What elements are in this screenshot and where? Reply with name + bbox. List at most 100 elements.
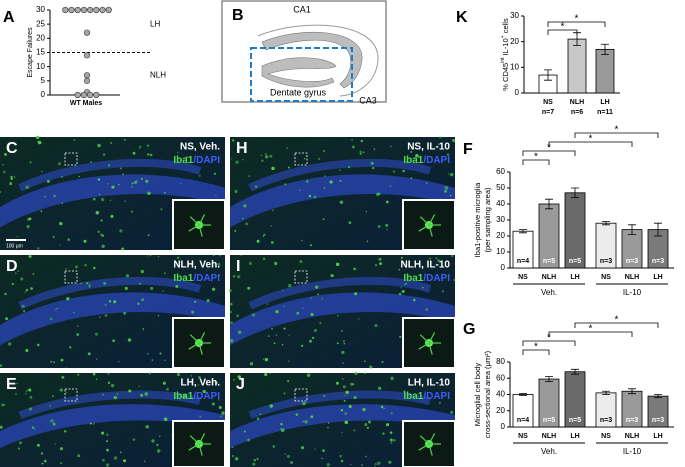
inset-process: [188, 443, 200, 451]
microglia-speck: [327, 422, 330, 424]
microglia-speck: [5, 317, 9, 321]
microglia-speck: [236, 314, 240, 318]
microglia-speck: [96, 378, 98, 381]
microglia-speck: [259, 413, 262, 416]
panel-letter: G: [463, 321, 475, 338]
stain-green: Iba1: [173, 273, 193, 284]
microglia-speck: [400, 286, 402, 289]
microglia-speck: [353, 429, 356, 432]
n-label: n=5: [543, 258, 555, 265]
microglia-speck: [412, 298, 416, 302]
microglia-speck: [25, 392, 27, 395]
microglia-speck: [116, 393, 119, 395]
microglia-speck: [340, 459, 344, 463]
stain-label: Iba1/DAPI: [403, 155, 450, 166]
significance-bracket: [548, 141, 633, 147]
microglia-speck: [149, 254, 152, 257]
n-label: n=3: [600, 258, 612, 265]
dentate-band: [18, 276, 202, 310]
microglia-speck: [212, 254, 215, 257]
error-bar: [545, 376, 553, 382]
significance-label: *: [589, 324, 593, 335]
y-tick-label: 10: [510, 62, 519, 71]
group-label: IL-10: [623, 288, 642, 297]
microglia-speck: [37, 247, 40, 250]
microglia-speck: [342, 378, 344, 380]
microglia-speck: [97, 143, 101, 148]
significance-bracket: [547, 21, 606, 27]
microglia-speck: [269, 154, 273, 158]
stain-blue: /DAPI: [193, 273, 220, 284]
stain-green: Iba1: [173, 155, 193, 166]
microglia-speck: [352, 383, 355, 386]
region-label: CA1: [293, 4, 311, 14]
inset-process: [428, 433, 436, 445]
microglia-speck: [107, 373, 110, 375]
microglia-speck: [336, 342, 339, 345]
microglia-speck: [69, 346, 72, 349]
microglia-speck: [310, 415, 314, 419]
microglia-speck: [140, 393, 144, 397]
data-point: [62, 6, 69, 14]
microglia-speck: [270, 225, 272, 227]
microglia-speck: [131, 182, 134, 185]
microglia-speck: [256, 239, 260, 243]
y-axis-label-part: +: [500, 35, 506, 38]
x-tick-label: NLH: [625, 433, 639, 440]
error-bar: [628, 388, 636, 395]
stain-green: Iba1: [173, 391, 193, 402]
y-tick-label: 40: [496, 390, 505, 399]
microglia-speck: [374, 323, 378, 328]
microglia-speck: [61, 375, 65, 379]
microglia-speck: [404, 283, 406, 286]
microglia-speck: [437, 143, 440, 145]
microglia-speck: [55, 308, 57, 311]
microglia-speck: [302, 401, 306, 406]
microglia-speck: [7, 342, 12, 346]
microglia-speck: [163, 191, 166, 194]
x-tick-label: NS: [543, 99, 553, 106]
microglia-speck: [242, 217, 244, 220]
error-bar: [628, 224, 636, 235]
microglia-speck: [54, 443, 57, 445]
microglia-speck: [28, 388, 32, 392]
microglia-speck: [231, 454, 235, 458]
microglia-speck: [287, 166, 290, 169]
microglia-speck: [286, 454, 291, 459]
microglia-speck: [228, 289, 232, 293]
microglia-speck: [283, 392, 286, 395]
microglia-speck: [295, 413, 299, 416]
significance-label: *: [547, 333, 551, 344]
microglia-speck: [17, 447, 20, 450]
microglia-speck: [110, 141, 113, 144]
microglia-speck: [37, 140, 39, 142]
data-point: [93, 6, 100, 14]
microglia-speck: [435, 257, 438, 260]
microglia-speck: [146, 144, 150, 147]
y-axis-label-part: int: [500, 57, 506, 63]
microglia-speck: [123, 459, 127, 463]
microglia-speck: [0, 425, 3, 429]
microglia-speck: [280, 422, 283, 426]
y-tick-label: 30: [36, 5, 45, 14]
inset-process: [198, 433, 206, 445]
microglia-speck: [366, 240, 369, 243]
microglia-speck: [298, 189, 301, 192]
microglia-speck: [130, 210, 134, 213]
data-point: [86, 91, 94, 99]
microglia-speck: [175, 285, 179, 288]
microglia-speck: [369, 365, 373, 369]
microglia-speck: [296, 311, 300, 315]
microglia-speck: [202, 389, 206, 394]
microglia-speck: [451, 255, 454, 257]
microglia-speck: [218, 274, 221, 276]
microglia-speck: [162, 381, 166, 385]
microglia-speck: [52, 235, 55, 239]
microglia-speck: [138, 147, 141, 149]
microglia-speck: [351, 138, 353, 141]
microglia-speck: [350, 382, 354, 386]
microglia-speck: [179, 182, 182, 185]
bar: [567, 38, 587, 94]
microglia-speck: [0, 364, 3, 367]
microglia-speck: [50, 419, 54, 423]
